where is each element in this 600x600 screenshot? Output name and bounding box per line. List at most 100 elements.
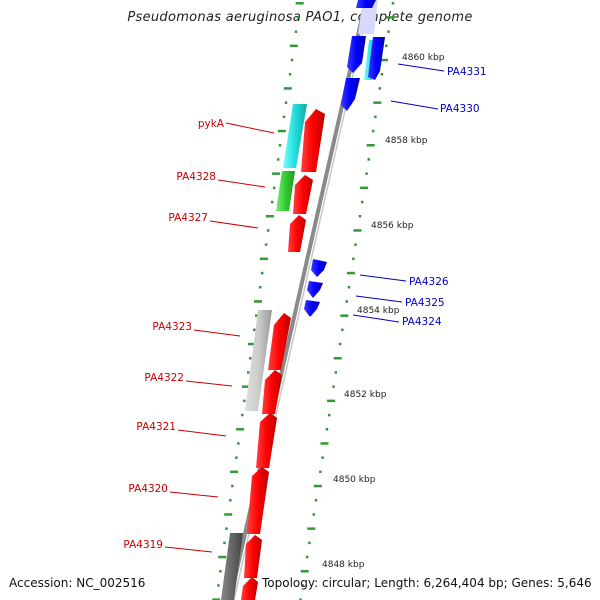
gene-arrow <box>241 577 258 600</box>
scale-label: 4858 kbp <box>385 136 428 146</box>
major-tick <box>313 484 322 488</box>
gene-arrow <box>307 281 323 298</box>
genome-info-text: Topology: circular; Length: 6,264,404 bp… <box>262 576 592 590</box>
minor-tick <box>294 30 298 33</box>
major-tick <box>277 129 286 133</box>
scale-label: 4852 kbp <box>344 390 387 400</box>
major-tick <box>307 527 316 530</box>
minor-tick <box>255 314 258 317</box>
major-tick <box>289 44 298 48</box>
gene-label-reverse: PA4327 <box>168 212 208 224</box>
gene-label-reverse: PA4320 <box>128 483 168 495</box>
leader-line <box>355 295 403 303</box>
minor-tick <box>223 541 226 545</box>
gene-label-reverse: PA4328 <box>176 171 216 183</box>
gene-label-forward: PA4324 <box>402 316 442 328</box>
gene-arrow <box>347 36 366 73</box>
gene-block-gray <box>245 310 272 411</box>
major-tick <box>320 442 329 445</box>
minor-tick <box>374 115 377 119</box>
minor-tick <box>360 200 364 204</box>
leader-line <box>359 274 407 282</box>
gene-arrow <box>356 0 376 8</box>
major-tick <box>218 555 227 559</box>
minor-tick <box>365 172 368 175</box>
reverse-gene-arrows <box>221 104 325 600</box>
minor-tick <box>219 570 222 573</box>
tick-marks <box>212 2 395 600</box>
minor-tick <box>308 541 311 545</box>
minor-tick <box>371 129 375 133</box>
minor-tick <box>299 598 302 600</box>
gene-label-reverse: PA4322 <box>144 372 184 384</box>
minor-tick <box>284 101 288 104</box>
label-leader-lines <box>164 63 445 553</box>
minor-tick <box>347 286 351 289</box>
gene-arrow <box>247 467 269 534</box>
minor-tick <box>231 484 234 488</box>
gene-arrow <box>288 215 306 252</box>
minor-tick <box>380 73 384 76</box>
scale-label: 4850 kbp <box>333 475 376 485</box>
minor-tick <box>235 456 238 459</box>
gene-label-reverse: PA4319 <box>123 539 163 551</box>
major-tick <box>333 357 342 360</box>
minor-tick <box>282 115 286 119</box>
gene-arrow <box>256 413 277 468</box>
leader-line <box>185 380 233 387</box>
major-tick <box>386 16 395 19</box>
minor-tick <box>378 87 381 90</box>
minor-tick <box>301 584 304 587</box>
scale-label: 4854 kbp <box>357 306 400 316</box>
minor-tick <box>259 286 262 289</box>
major-tick <box>366 144 375 147</box>
minor-tick <box>352 257 355 261</box>
major-tick <box>242 385 250 388</box>
minor-tick <box>243 399 246 403</box>
minor-tick <box>325 428 329 431</box>
gene-block-darkgray <box>221 533 243 600</box>
minor-tick <box>305 555 309 559</box>
accession-text: Accession: NC_002516 <box>9 576 146 590</box>
minor-tick <box>229 499 232 502</box>
scale-label: 4848 kbp <box>322 560 365 570</box>
gene-arrow <box>244 535 262 578</box>
minor-tick <box>367 158 370 161</box>
minor-tick <box>217 584 220 587</box>
minor-tick <box>341 328 344 332</box>
minor-tick <box>387 30 390 33</box>
gene-label-reverse: PA4321 <box>136 421 176 433</box>
major-tick <box>340 314 349 317</box>
major-tick <box>300 570 309 573</box>
minor-tick <box>270 200 274 204</box>
major-tick <box>271 172 280 175</box>
major-tick <box>353 229 362 232</box>
leader-line <box>177 429 227 437</box>
scale-label: 4856 kbp <box>371 221 414 231</box>
minor-tick <box>321 456 324 459</box>
major-tick <box>360 186 369 190</box>
minor-tick <box>332 385 335 388</box>
minor-tick <box>327 413 331 417</box>
leader-line <box>225 122 275 134</box>
gene-label-forward: PA4325 <box>405 297 445 309</box>
map-title: Pseudomonas aeruginosa PAO1, complete ge… <box>127 10 473 25</box>
minor-tick <box>345 300 348 303</box>
major-tick <box>236 428 245 431</box>
gene-arrow <box>268 313 291 370</box>
gene-block-cyan <box>283 104 307 168</box>
leader-line <box>169 491 219 498</box>
gene-block-lavender <box>358 0 378 34</box>
leader-line <box>390 100 439 110</box>
gene-block-green <box>276 171 295 211</box>
forward-gene-arrows <box>304 0 385 317</box>
minor-tick <box>253 328 256 332</box>
major-tick <box>379 58 388 62</box>
major-tick <box>224 513 233 516</box>
major-tick <box>283 87 292 90</box>
minor-tick <box>241 413 244 417</box>
minor-tick <box>290 58 294 62</box>
gene-arrow <box>304 300 320 317</box>
minor-tick <box>354 243 357 246</box>
gene-arrow <box>311 259 327 277</box>
